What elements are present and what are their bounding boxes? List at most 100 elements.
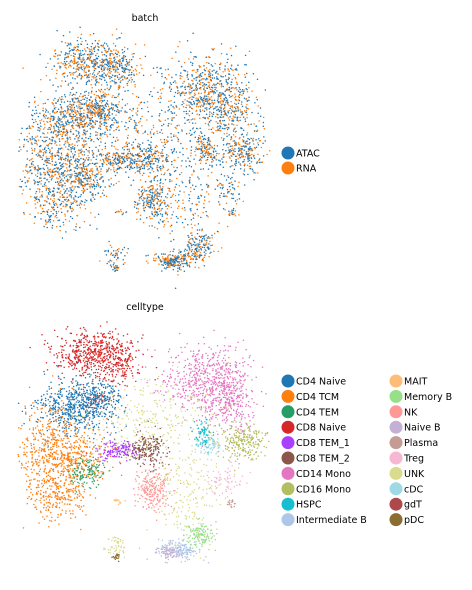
point	[68, 176, 71, 178]
point	[194, 148, 197, 151]
point	[246, 91, 249, 93]
point	[161, 109, 163, 112]
point	[189, 176, 191, 179]
point	[132, 167, 134, 169]
point	[40, 125, 42, 127]
point	[39, 154, 41, 157]
point	[50, 153, 52, 155]
point	[232, 149, 234, 151]
point	[208, 86, 211, 89]
point	[42, 114, 45, 117]
point	[141, 150, 144, 153]
point	[71, 163, 73, 166]
point	[229, 96, 231, 98]
point	[72, 74, 74, 76]
point	[76, 158, 79, 160]
point	[68, 190, 70, 192]
point	[230, 212, 233, 215]
point	[171, 180, 173, 182]
point	[116, 264, 118, 267]
point	[116, 126, 119, 129]
point	[94, 84, 97, 87]
point	[91, 114, 94, 117]
point	[65, 116, 67, 118]
point	[94, 83, 97, 85]
point	[114, 154, 117, 157]
point	[76, 179, 79, 182]
point	[133, 147, 135, 150]
point	[188, 132, 191, 135]
point	[237, 90, 240, 92]
point	[210, 119, 212, 122]
point	[199, 245, 201, 248]
point	[234, 210, 237, 212]
point	[237, 99, 240, 101]
point	[126, 137, 129, 139]
point	[104, 133, 106, 135]
point	[134, 158, 136, 161]
point	[55, 124, 58, 126]
point	[58, 117, 61, 120]
point	[248, 146, 251, 149]
point	[179, 258, 182, 261]
point	[86, 46, 89, 49]
point	[111, 145, 113, 147]
point	[136, 165, 138, 168]
point	[129, 161, 131, 163]
point	[200, 75, 203, 77]
point	[248, 96, 250, 99]
point	[29, 170, 31, 172]
point	[173, 170, 176, 173]
point	[57, 99, 60, 101]
point	[100, 67, 103, 69]
point	[143, 167, 146, 170]
point	[95, 175, 98, 178]
point	[41, 207, 44, 210]
point	[168, 100, 170, 102]
point	[128, 79, 131, 81]
point	[230, 64, 233, 66]
point	[70, 195, 73, 197]
point	[169, 253, 171, 256]
point	[92, 196, 95, 199]
point	[156, 202, 158, 205]
point	[259, 115, 262, 118]
point	[209, 164, 211, 166]
point	[73, 148, 76, 151]
point	[60, 173, 63, 176]
point	[226, 132, 228, 135]
point	[26, 170, 28, 173]
point	[226, 126, 228, 129]
point	[125, 211, 128, 213]
point	[85, 102, 87, 104]
point	[229, 145, 232, 147]
point	[59, 148, 62, 150]
point	[75, 70, 78, 73]
point	[55, 136, 58, 138]
point	[49, 79, 51, 81]
point	[79, 206, 82, 209]
point	[224, 101, 227, 104]
point	[129, 74, 131, 76]
point	[181, 207, 184, 210]
point	[131, 147, 134, 150]
point	[97, 106, 100, 108]
point	[89, 177, 92, 179]
point	[74, 109, 76, 112]
point	[167, 122, 170, 125]
point	[125, 60, 128, 63]
point	[184, 85, 187, 88]
point	[167, 125, 169, 127]
point	[77, 125, 79, 128]
point	[247, 137, 249, 140]
point	[242, 140, 245, 143]
point	[137, 202, 139, 204]
point	[49, 168, 52, 170]
point	[137, 192, 140, 195]
point	[187, 85, 189, 88]
point	[234, 96, 236, 99]
point	[194, 251, 196, 254]
point	[153, 260, 156, 262]
point	[64, 134, 67, 136]
point	[85, 73, 88, 76]
